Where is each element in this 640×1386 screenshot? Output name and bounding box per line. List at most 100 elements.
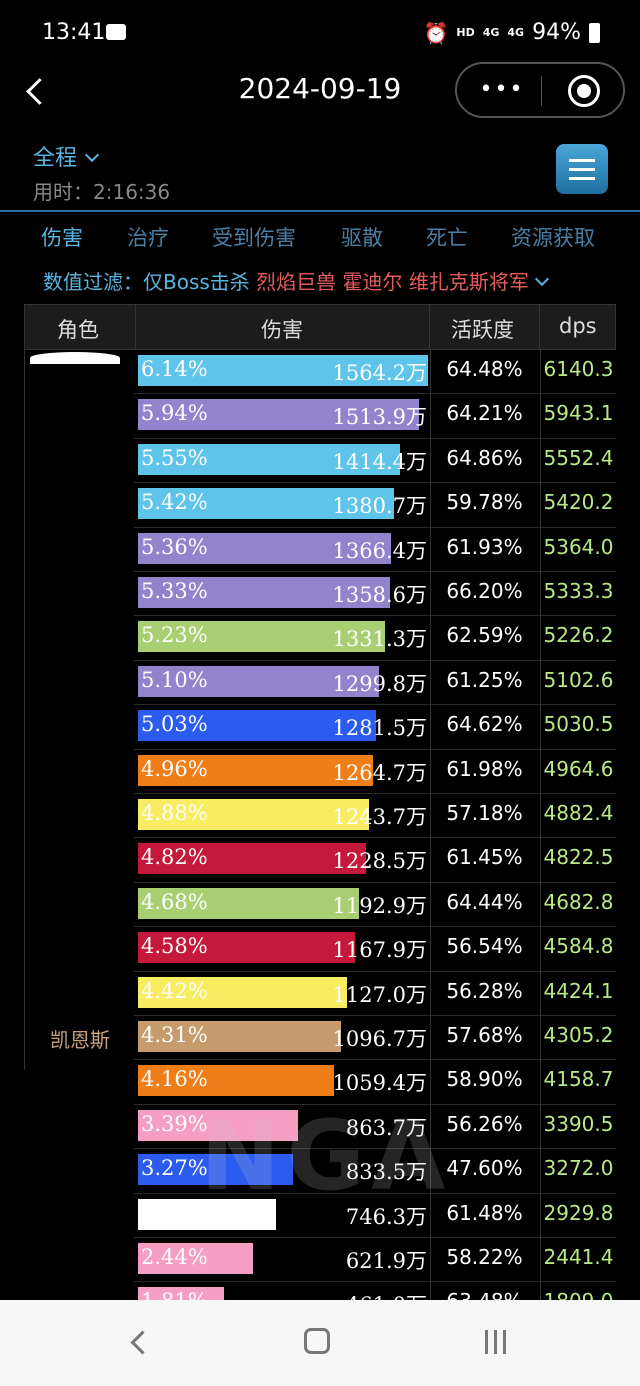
damage-table: 6.14% 1564.2万 64.48% 6140.3 5.94% 1513.9万 64.2… (0, 350, 640, 1300)
header-divider (135, 305, 136, 349)
damage-percent: 5.36% (141, 534, 208, 559)
damage-bar (138, 1198, 277, 1230)
column-divider (430, 882, 431, 928)
column-divider (540, 616, 541, 661)
damage-bar (138, 932, 355, 964)
damage-bar (138, 621, 385, 653)
nav-home-icon[interactable] (304, 1328, 330, 1354)
battery-percent: 94% (532, 20, 581, 45)
column-divider (540, 927, 541, 972)
dps-value: 4305.2 (543, 1023, 614, 1047)
table-row: 3.39% 863.7万 56.26% 3390.5 (0, 1104, 640, 1150)
damage-percent: 3.27% (141, 1156, 208, 1181)
tab-damage-taken[interactable]: 受到伤害 (212, 226, 296, 250)
column-divider (540, 794, 541, 839)
activity-value: 59.78% (446, 490, 523, 515)
tab-resources[interactable]: 资源获取 (511, 226, 595, 250)
activity-value: 64.21% (446, 401, 523, 426)
role-name: 凯恩斯 (50, 1028, 110, 1052)
tab-dispel[interactable]: 驱散 (341, 226, 383, 250)
damage-total: 1414.4万 (332, 449, 427, 474)
phase-label: 全程 (33, 146, 78, 171)
column-divider (430, 616, 431, 661)
damage-total: 1366.4万 (332, 538, 427, 563)
table-header: 角色 伤害 活跃度 dps (24, 304, 616, 350)
tab-damage[interactable]: 伤害 (41, 226, 83, 250)
value-filter[interactable]: 数值过滤：仅Boss击杀 烈焰巨兽 霍迪尔 维扎克斯将军 (43, 266, 549, 295)
damage-bar (138, 710, 376, 742)
column-divider (430, 749, 431, 794)
table-row: 4.68% 1192.9万 64.44% 4682.8 (0, 882, 640, 928)
column-divider (430, 394, 431, 439)
column-divider (540, 483, 541, 528)
tab-deaths[interactable]: 死亡 (426, 226, 468, 250)
system-nav-bar (0, 1300, 640, 1386)
dps-value: 3272.0 (543, 1156, 614, 1181)
damage-total: 1192.9万 (332, 893, 427, 918)
chevron-down-icon (84, 147, 100, 163)
damage-total: 621.9万 (345, 1249, 427, 1273)
dps-value: 4882.4 (543, 801, 614, 825)
damage-bar (138, 577, 390, 608)
table-row: 5.42% 1380.7万 59.78% 5420.2 (0, 483, 640, 528)
column-divider (540, 527, 541, 572)
column-divider (430, 1282, 431, 1300)
damage-percent: 4.68% (141, 889, 208, 914)
nav-back-icon[interactable] (128, 1328, 148, 1358)
column-divider (540, 749, 541, 794)
activity-value: 61.93% (446, 534, 523, 559)
activity-value: 64.62% (446, 712, 523, 737)
column-divider (430, 1193, 431, 1238)
table-row: 4.96% 1264.7万 61.98% 4964.6 (0, 749, 640, 794)
dps-value: 6140.3 (543, 357, 614, 381)
activity-value: 62.59% (446, 623, 523, 648)
row-divider (134, 926, 616, 928)
table-row: 6.14% 1564.2万 64.48% 6140.3 (0, 350, 640, 395)
row-divider (134, 970, 616, 972)
damage-total: 461.0万 (346, 1289, 427, 1300)
dps-value: 4822.5 (543, 845, 614, 870)
column-divider (540, 394, 541, 439)
table-row: 4.16% 1059.4万 58.90% 4158.7 (0, 1060, 640, 1105)
row-divider (134, 1148, 616, 1150)
column-divider (430, 483, 431, 528)
row-divider (134, 526, 616, 528)
row-divider (134, 659, 616, 661)
wifi-hd-label: HD (456, 26, 475, 39)
dps-value: 4424.1 (543, 978, 614, 1003)
more-dots-icon[interactable]: ••• (479, 77, 525, 102)
damage-bar (138, 355, 428, 386)
dps-value: 5102.6 (543, 667, 614, 692)
column-divider (430, 705, 431, 750)
row-divider (134, 837, 616, 839)
damage-percent: 5.10% (141, 667, 208, 692)
status-time: 13:41 (42, 20, 106, 45)
tab-healing[interactable]: 治疗 (127, 226, 169, 250)
damage-percent: 4.82% (141, 845, 208, 870)
menu-button[interactable] (556, 144, 608, 194)
duration-value: 2:16:36 (93, 180, 171, 204)
header-divider (429, 305, 430, 349)
table-row: 4.42% 1127.0万 56.28% 4424.1 (0, 971, 640, 1016)
row-divider (134, 570, 616, 572)
damage-bar (138, 754, 373, 786)
menu-line-icon (569, 159, 595, 162)
column-divider (540, 1193, 541, 1238)
damage-bar (138, 1021, 342, 1052)
activity-value: 64.48% (446, 357, 523, 381)
damage-total: 746.3万 (345, 1204, 427, 1229)
close-target-icon[interactable] (568, 75, 600, 107)
dps-value: 5333.3 (543, 579, 614, 603)
row-divider (134, 881, 616, 883)
activity-value: 66.20% (446, 579, 523, 603)
damage-percent: 4.42% (141, 978, 208, 1003)
damage-percent: 3.39% (141, 1111, 208, 1136)
damage-bar (138, 532, 392, 564)
damage-percent: 6.14% (141, 357, 208, 381)
damage-total: 1281.5万 (332, 716, 427, 741)
column-divider (430, 1238, 431, 1283)
row-divider (134, 615, 616, 617)
column-divider (540, 350, 541, 395)
nav-recents-icon[interactable] (483, 1330, 509, 1354)
phase-selector[interactable]: 全程 (33, 140, 100, 172)
